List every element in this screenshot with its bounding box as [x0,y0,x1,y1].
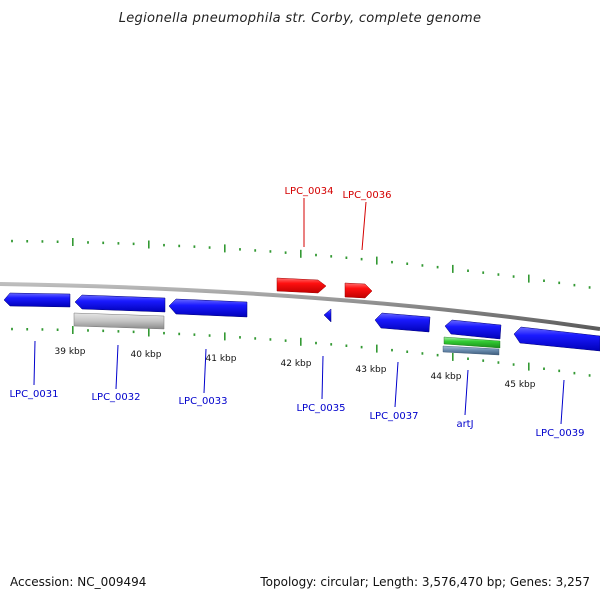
feature-artJ-steel[interactable] [442,345,500,356]
gene-label-LPC_0031[interactable]: LPC_0031 [9,389,58,400]
feature-artJ-green[interactable] [443,336,501,349]
gene-label-artJ[interactable]: artJ [456,419,473,430]
gene-LPC_0035[interactable] [323,308,332,323]
gene-LPC_0039[interactable] [513,326,600,352]
map-title: Legionella pneumophila str. Corby, compl… [119,11,482,26]
gene-label-LPC_0036[interactable]: LPC_0036 [342,190,391,201]
gene-label-LPC_0032[interactable]: LPC_0032 [91,392,140,403]
inner-tick-row [11,326,591,377]
gene-LPC_0031[interactable] [3,292,71,308]
kbp-label: 44 kbp [431,372,462,382]
reverse-labels: LPC_0031 LPC_0032 LPC_0033 LPC_0035 LPC_… [9,340,585,439]
kbp-label: 39 kbp [55,347,86,357]
accession-text: Accession: NC_009494 [10,575,146,589]
gene-LPC_0037[interactable] [374,312,431,333]
kbp-label: 42 kbp [281,359,312,369]
gene-artJ[interactable] [444,319,502,340]
gene-label-LPC_0035[interactable]: LPC_0035 [296,403,345,414]
forward-labels: LPC_0034 LPC_0036 [284,186,392,251]
gene-LPC_0034[interactable] [276,277,327,294]
gene-LPC_0032[interactable] [74,294,166,313]
gene-label-LPC_0033[interactable]: LPC_0033 [178,396,227,407]
gene-LPC_0036[interactable] [344,282,373,299]
kbp-label: 45 kbp [505,380,536,390]
gene-label-LPC_0037[interactable]: LPC_0037 [369,411,418,422]
gene-label-LPC_0034[interactable]: LPC_0034 [284,186,333,197]
genome-backbone [0,282,600,331]
gene-LPC_0033[interactable] [168,298,248,318]
kbp-scale: 39 kbp 40 kbp 41 kbp 42 kbp 43 kbp 44 kb… [55,347,536,390]
outer-tick-row [11,238,591,289]
kbp-label: 43 kbp [356,365,387,375]
genome-summary-text: Topology: circular; Length: 3,576,470 bp… [259,575,590,589]
kbp-label: 41 kbp [206,354,237,364]
rrna-LPC_0032[interactable] [73,312,165,330]
gene-label-LPC_0039[interactable]: LPC_0039 [535,428,584,439]
kbp-label: 40 kbp [131,350,162,360]
